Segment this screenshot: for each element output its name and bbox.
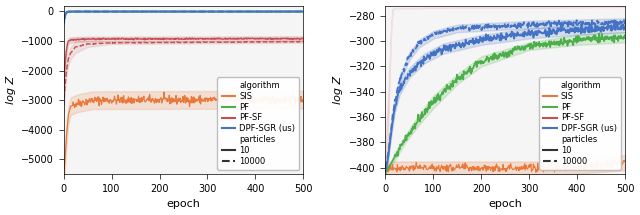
Y-axis label: log Z: log Z (333, 76, 344, 104)
Legend: algorithm, SIS, PF, PF-SF, DPF-SGR (us), particles, 10, 10000: algorithm, SIS, PF, PF-SF, DPF-SGR (us),… (218, 77, 300, 170)
Legend: algorithm, SIS, PF, PF-SF, DPF-SGR (us), particles, 10, 10000: algorithm, SIS, PF, PF-SF, DPF-SGR (us),… (539, 77, 621, 170)
X-axis label: epoch: epoch (488, 200, 522, 209)
X-axis label: epoch: epoch (166, 200, 200, 209)
Y-axis label: log Z: log Z (6, 76, 15, 104)
